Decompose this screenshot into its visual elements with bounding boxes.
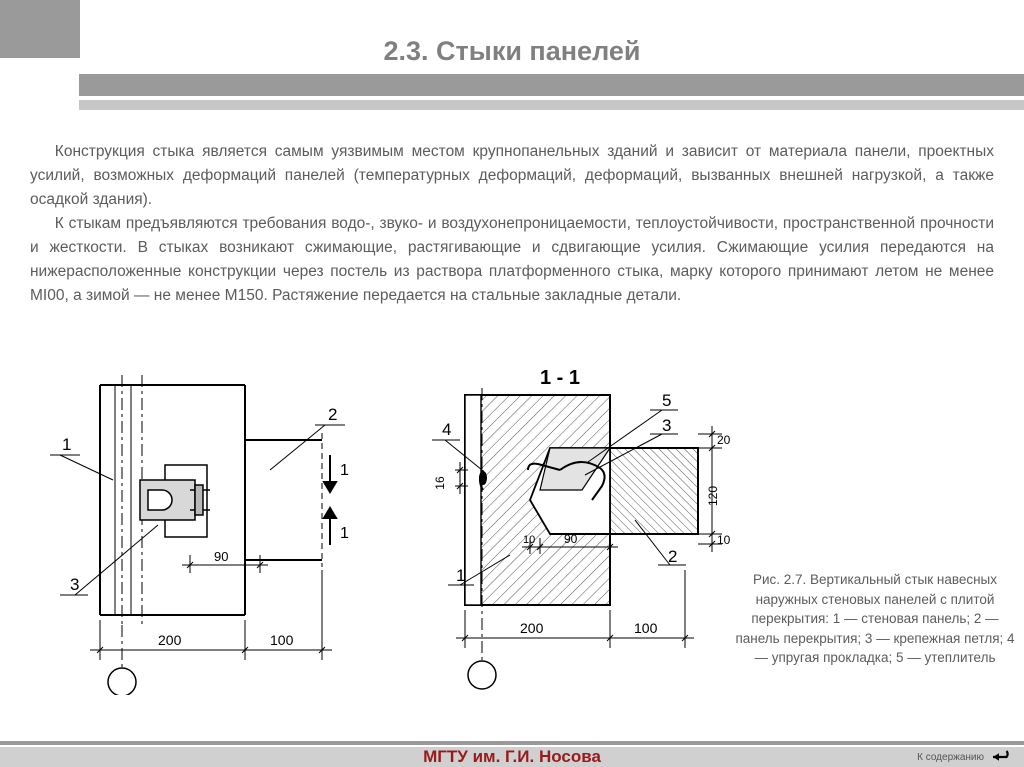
back-arrow-icon xyxy=(990,749,1014,765)
body-text: Конструкция стыка является самым уязвимы… xyxy=(30,140,994,308)
header-stripe-right-b xyxy=(79,100,1024,110)
section-label: 1 - 1 xyxy=(540,370,580,389)
back-to-contents-link[interactable]: К содержанию xyxy=(917,749,1014,765)
dim-20: 20 xyxy=(717,433,731,447)
dim-200-left: 200 xyxy=(158,632,182,648)
callout-1: 1 xyxy=(62,435,71,454)
dim-120: 120 xyxy=(706,486,720,506)
figure-left-svg: 1 2 3 1 1 90 xyxy=(40,370,370,695)
dim-16: 16 xyxy=(433,476,447,490)
slide-page: 2.3. Стыки панелей Конструкция стыка явл… xyxy=(0,0,1024,767)
callout-r3: 3 xyxy=(662,416,671,435)
dim-100-left: 100 xyxy=(270,632,294,648)
paragraph-1: Конструкция стыка является самым уязвимы… xyxy=(30,140,994,212)
dim-90r: 90 xyxy=(564,532,578,546)
dim-200r: 200 xyxy=(520,620,544,636)
callout-r1: 1 xyxy=(456,566,465,585)
callout-2: 2 xyxy=(328,405,337,424)
figure-right-svg: 1 - 1 xyxy=(410,370,740,705)
footer-rule xyxy=(0,741,1024,745)
dim-100r: 100 xyxy=(634,620,658,636)
header-stripe-right-a xyxy=(79,74,1024,96)
section-arrow-bot: 1 xyxy=(340,525,349,542)
callout-r4: 4 xyxy=(442,420,451,439)
footer-university: МГТУ им. Г.И. Носова xyxy=(0,747,1024,767)
dim-10: 10 xyxy=(717,533,731,547)
figure-caption: Рис. 2.7. Вертикальный стык навесных нар… xyxy=(730,570,1020,668)
figure-area: 1 2 3 1 1 90 xyxy=(40,370,1000,710)
callout-r5: 5 xyxy=(662,391,671,410)
page-title: 2.3. Стыки панелей xyxy=(0,36,1024,67)
dim-10s: 10 xyxy=(523,534,535,546)
callout-3: 3 xyxy=(70,575,79,594)
back-link-label: К содержанию xyxy=(917,752,984,763)
section-arrow-top: 1 xyxy=(340,462,349,479)
callout-r2: 2 xyxy=(668,547,677,566)
paragraph-2: К стыкам предъявляются требования водо-,… xyxy=(30,212,994,308)
dim-90-left: 90 xyxy=(214,549,228,564)
